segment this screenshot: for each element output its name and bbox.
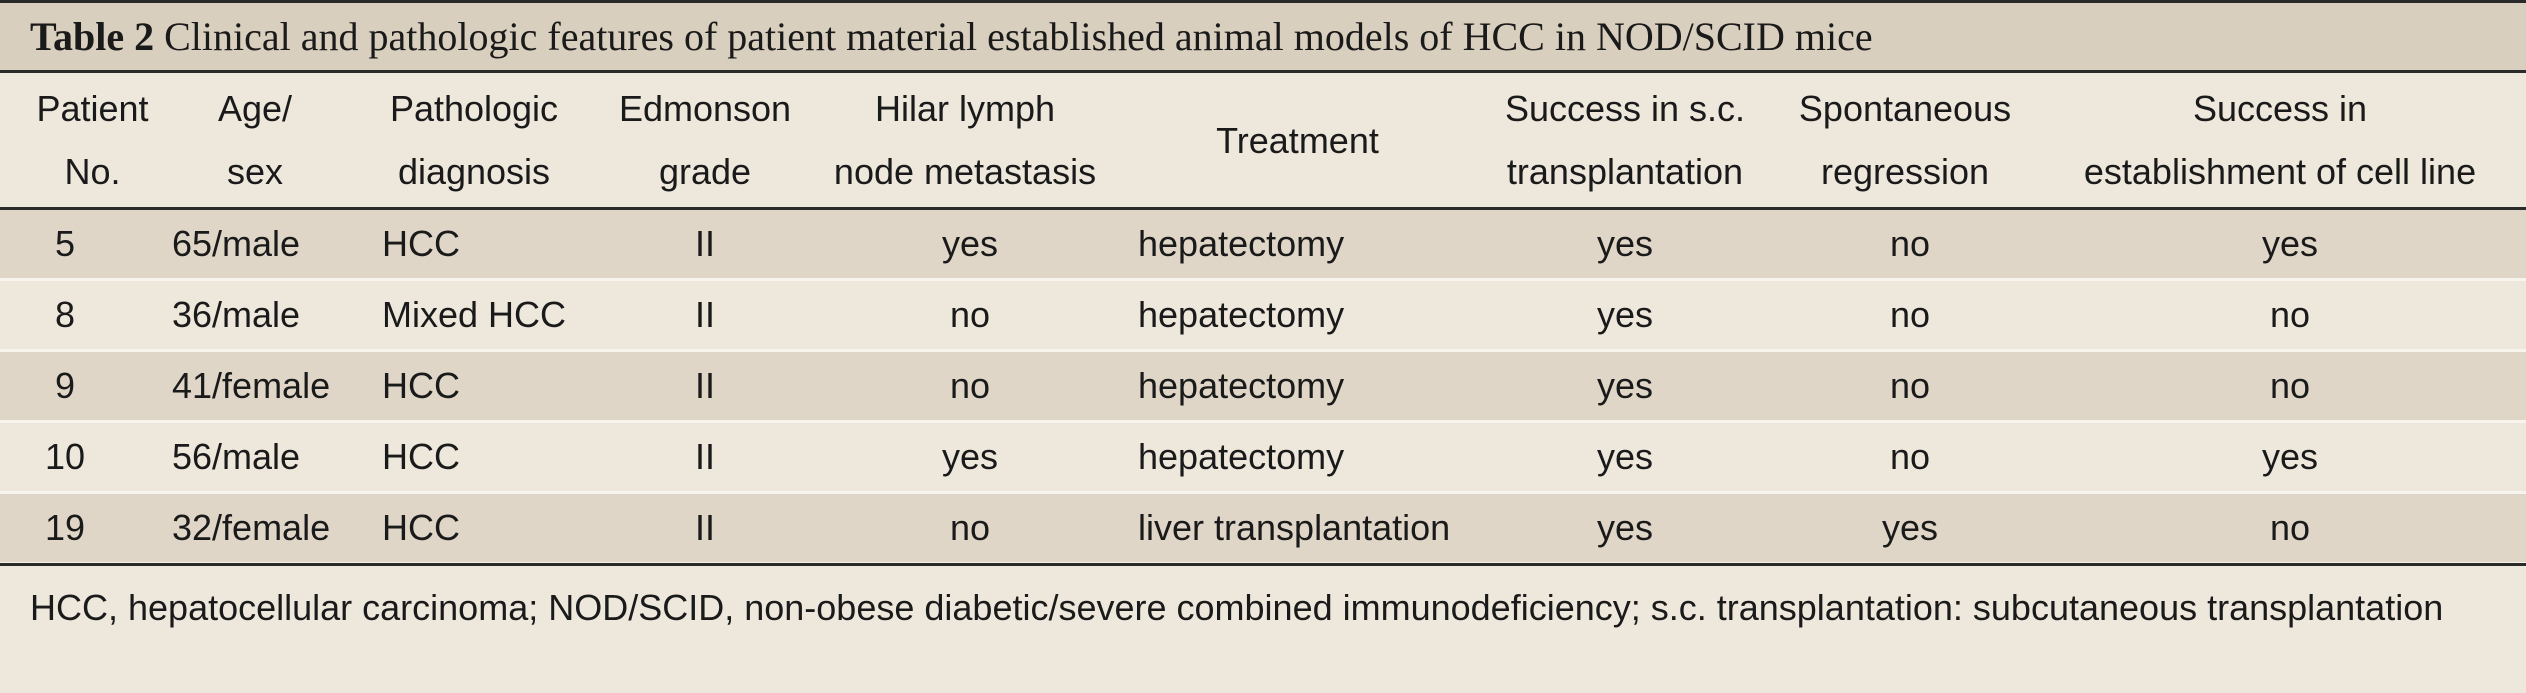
cell-success-sc-transplantation: yes xyxy=(1596,365,1654,406)
cell-hilar-lymph-node-metastasis: no xyxy=(949,507,991,548)
cell-patient-no: 19 xyxy=(44,507,86,548)
cell-edmonson-grade: II xyxy=(694,365,715,406)
table-caption: Table 2 Clinical and pathologic features… xyxy=(0,0,2526,70)
header-line: Hilar lymph xyxy=(874,88,1056,129)
header-line: grade xyxy=(658,151,752,192)
header-hilar-lymph-node-metastasis: Hilar lymph node metastasis xyxy=(805,73,1125,207)
cell-spontaneous-regression: no xyxy=(1889,223,1931,264)
cell-age-sex: 36/male xyxy=(172,294,301,335)
cell-age-sex: 41/female xyxy=(172,365,331,406)
cell-success-cell-line: no xyxy=(2269,294,2311,335)
header-line: sex xyxy=(226,151,284,192)
cell-treatment: hepatectomy xyxy=(1138,223,1345,264)
header-line: Patient xyxy=(36,88,149,129)
table-row: 5 65/male HCC II yes hepatectomy yes no yes xyxy=(0,210,2526,281)
cell-pathologic-diagnosis: HCC xyxy=(382,365,460,406)
cell-patient-no: 10 xyxy=(44,436,86,477)
header-treatment: Treatment xyxy=(1130,73,1465,207)
table-row: 10 56/male HCC II yes hepatectomy yes no yes xyxy=(0,423,2526,494)
header-age-sex: Age/sex xyxy=(170,73,340,207)
cell-pathologic-diagnosis: Mixed HCC xyxy=(382,294,567,335)
cell-hilar-lymph-node-metastasis: yes xyxy=(941,223,999,264)
cell-treatment: liver transplantation xyxy=(1138,507,1451,548)
cell-success-sc-transplantation: yes xyxy=(1596,507,1654,548)
header-success-sc-transplantation: Success in s.c. transplantation xyxy=(1475,73,1775,207)
header-line: Success in s.c. xyxy=(1504,88,1746,129)
header-line: Success in xyxy=(2192,88,2368,129)
cell-pathologic-diagnosis: HCC xyxy=(382,507,460,548)
cell-patient-no: 5 xyxy=(54,223,76,264)
cell-hilar-lymph-node-metastasis: yes xyxy=(941,436,999,477)
header-edmonson-grade: Edmonson grade xyxy=(600,73,810,207)
cell-success-cell-line: no xyxy=(2269,365,2311,406)
cell-success-sc-transplantation: yes xyxy=(1596,436,1654,477)
cell-age-sex: 56/male xyxy=(172,436,301,477)
cell-success-sc-transplantation: yes xyxy=(1596,294,1654,335)
cell-hilar-lymph-node-metastasis: no xyxy=(949,294,991,335)
header-line: diagnosis xyxy=(397,151,551,192)
cell-edmonson-grade: II xyxy=(694,223,715,264)
table-row: 9 41/female HCC II no hepatectomy yes no no xyxy=(0,352,2526,423)
header-line: No. xyxy=(64,151,121,192)
cell-age-sex: 65/male xyxy=(172,223,301,264)
table-row: 8 36/male Mixed HCC II no hepatectomy yes no no xyxy=(0,281,2526,352)
cell-success-cell-line: yes xyxy=(2261,223,2319,264)
header-spontaneous-regression: Spontaneous regression xyxy=(1780,73,2030,207)
cell-edmonson-grade: II xyxy=(694,294,715,335)
table-row: 19 32/female HCC II no liver transplantation y… xyxy=(0,494,2526,565)
caption-text: Clinical and pathologic features of pati… xyxy=(154,14,1873,59)
caption-label: Table 2 xyxy=(30,14,155,59)
cell-patient-no: 8 xyxy=(54,294,76,335)
table-header: Patient No. Age/sex Pathologic diagnosis Edmo… xyxy=(0,70,2526,210)
cell-spontaneous-regression: yes xyxy=(1881,507,1939,548)
cell-spontaneous-regression: no xyxy=(1889,365,1931,406)
cell-treatment: hepatectomy xyxy=(1138,294,1345,335)
header-line: establishment of cell line xyxy=(2083,151,2477,192)
cell-edmonson-grade: II xyxy=(694,507,715,548)
cell-pathologic-diagnosis: HCC xyxy=(382,223,460,264)
cell-success-cell-line: no xyxy=(2269,507,2311,548)
header-patient-no: Patient No. xyxy=(20,73,165,207)
table-footnote: HCC, hepatocellular carcinoma; NOD/SCID,… xyxy=(0,563,2526,693)
cell-pathologic-diagnosis: HCC xyxy=(382,436,460,477)
header-line: Spontaneous xyxy=(1798,88,2012,129)
header-line: Edmonson xyxy=(618,88,792,129)
cell-patient-no: 9 xyxy=(54,365,76,406)
cell-spontaneous-regression: no xyxy=(1889,436,1931,477)
header-line: Pathologic xyxy=(389,88,559,129)
cell-treatment: hepatectomy xyxy=(1138,436,1345,477)
cell-hilar-lymph-node-metastasis: no xyxy=(949,365,991,406)
cell-spontaneous-regression: no xyxy=(1889,294,1931,335)
header-line: regression xyxy=(1820,151,1990,192)
cell-edmonson-grade: II xyxy=(694,436,715,477)
cell-treatment: hepatectomy xyxy=(1138,365,1345,406)
cell-success-cell-line: yes xyxy=(2261,436,2319,477)
cell-age-sex: 32/female xyxy=(172,507,331,548)
header-line: node metastasis xyxy=(833,151,1097,192)
header-pathologic-diagnosis: Pathologic diagnosis xyxy=(368,73,580,207)
header-success-cell-line: Success in establishment of cell line xyxy=(2040,73,2520,207)
header-line: transplantation xyxy=(1506,151,1744,192)
header-line: Treatment xyxy=(1216,119,1379,161)
cell-success-sc-transplantation: yes xyxy=(1596,223,1654,264)
header-line: Age/ xyxy=(217,88,293,129)
